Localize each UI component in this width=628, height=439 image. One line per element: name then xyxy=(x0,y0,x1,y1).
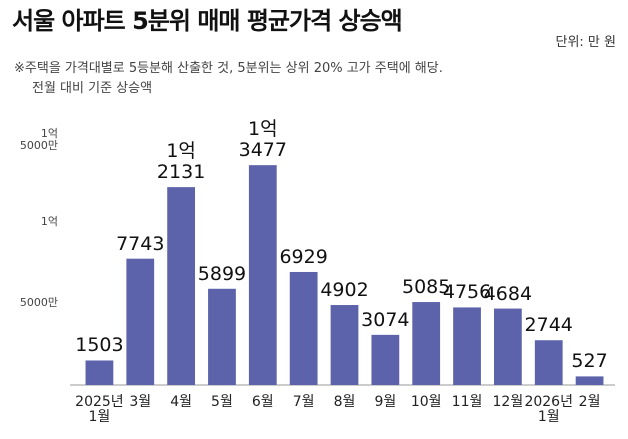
bar xyxy=(534,340,563,385)
bar xyxy=(493,308,522,385)
bar xyxy=(412,302,441,385)
x-tick-label: 11월 xyxy=(451,394,483,410)
value-label: 6929 xyxy=(279,246,328,269)
bar xyxy=(371,334,400,385)
value-label: 4756 xyxy=(442,281,492,304)
value-label: 5085 xyxy=(402,276,451,299)
x-tick-label: 8월 xyxy=(333,394,356,410)
bar xyxy=(289,271,318,385)
y-tick-label: 1억 5000만 xyxy=(19,127,58,153)
value-label: 4684 xyxy=(483,282,533,305)
x-tick-label: 2026년 1월 xyxy=(524,394,573,426)
unit-label: 단위: 만 원 xyxy=(555,35,617,50)
value-label: 4902 xyxy=(320,279,369,302)
bar xyxy=(575,376,604,385)
value-label: 7743 xyxy=(116,232,165,255)
y-tick-label: 1억 xyxy=(40,214,58,228)
value-label: 2744 xyxy=(524,314,573,337)
note: 전월 대비 기준 상승액 xyxy=(32,81,153,96)
x-tick-label: 6월 xyxy=(251,394,274,410)
bar xyxy=(167,187,196,385)
x-tick-label: 9월 xyxy=(374,394,397,410)
x-tick-label: 5월 xyxy=(211,394,233,410)
value-label: 1503 xyxy=(75,334,124,357)
bar xyxy=(330,305,359,385)
x-tick-label: 2월 xyxy=(578,394,601,410)
value-label: 1억 3477 xyxy=(238,118,287,162)
chart-title: 서울 아파트 5분위 매매 평균가격 상승액 xyxy=(12,7,403,35)
bar xyxy=(453,307,481,385)
value-label: 3074 xyxy=(361,308,410,331)
value-label: 527 xyxy=(571,350,608,373)
x-tick-label: 7월 xyxy=(292,394,315,410)
note: ※주택을 가격대별로 5등분해 산출한 것, 5분위는 상위 20% 고가 주택… xyxy=(14,61,443,76)
x-tick-label: 2025년 1월 xyxy=(75,394,124,426)
bar xyxy=(126,258,155,385)
x-tick-label: 12월 xyxy=(492,394,524,410)
x-tick-label: 4월 xyxy=(170,394,193,410)
value-label: 5899 xyxy=(197,262,247,285)
x-tick-label: 3월 xyxy=(129,394,152,410)
bar xyxy=(208,288,236,385)
y-tick-label: 5000만 xyxy=(19,296,58,310)
x-tick-label: 10월 xyxy=(410,394,442,410)
bar xyxy=(248,165,277,385)
bar xyxy=(85,360,114,385)
value-label: 1억 2131 xyxy=(156,140,206,184)
